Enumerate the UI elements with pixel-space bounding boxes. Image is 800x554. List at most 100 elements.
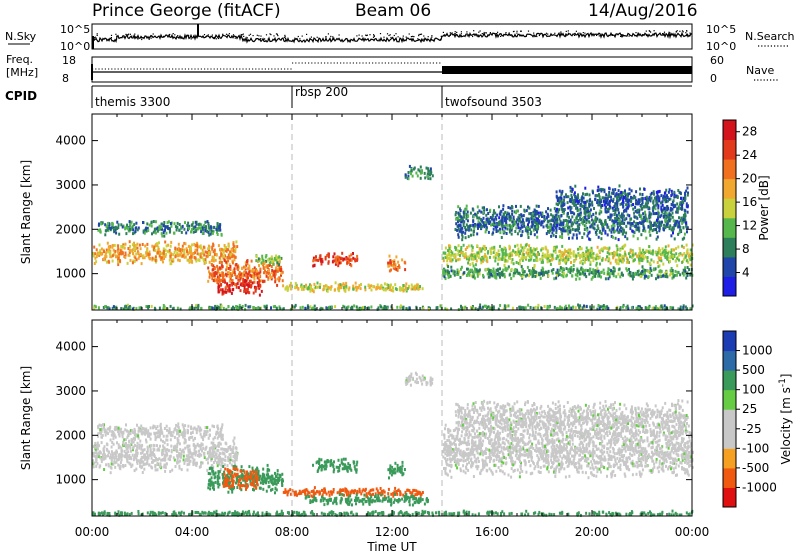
range-cell: [513, 220, 516, 224]
nsearch-point: [390, 36, 392, 39]
range-cell: [666, 254, 669, 258]
range-cell: [682, 246, 685, 249]
range-cell: [355, 288, 358, 292]
range-cell: [675, 247, 677, 251]
range-cell: [419, 171, 422, 175]
range-cell: [255, 255, 258, 258]
range-cell: [663, 248, 666, 252]
nsearch-point: [395, 33, 397, 35]
range-cell: [530, 214, 533, 218]
range-cell: [555, 221, 558, 224]
range-cell: [220, 266, 223, 270]
range-cell: [539, 257, 542, 261]
nsearch-point: [234, 37, 236, 39]
range-cell: [180, 225, 182, 229]
beam-label: Beam 06: [355, 1, 431, 21]
range-cell: [669, 254, 672, 258]
range-cell: [495, 221, 498, 225]
range-cell: [453, 273, 456, 277]
range-cell: [561, 251, 564, 254]
range-cell: [149, 257, 152, 261]
range-cell: [565, 267, 568, 271]
range-cell: [561, 189, 564, 193]
range-cell: [554, 248, 557, 251]
range-cell: [526, 248, 529, 252]
range-cell: [511, 258, 514, 262]
range-cell: [312, 264, 315, 268]
range-cell: [675, 210, 678, 214]
range-cell: [203, 253, 206, 257]
range-cell: [322, 288, 325, 292]
range-cell: [681, 244, 684, 248]
range-cell: [655, 277, 657, 281]
range-cell: [244, 279, 247, 282]
range-cell: [570, 224, 573, 228]
range-cell: [642, 254, 644, 258]
range-cell: [457, 258, 460, 262]
range-cell: [594, 274, 597, 278]
range-cell: [600, 237, 603, 241]
range-cell: [229, 250, 232, 254]
range-cell: [492, 247, 495, 251]
nsearch-point: [110, 37, 112, 39]
range-cell: [630, 199, 633, 203]
range-cell: [243, 273, 246, 277]
range-cell: [218, 226, 221, 230]
range-cell: [483, 208, 486, 212]
range-cell: [470, 244, 473, 248]
range-cell: [241, 274, 244, 278]
range-cell: [264, 305, 267, 309]
nsearch-point: [148, 38, 150, 40]
range-cell: [208, 252, 211, 256]
range-cell: [124, 256, 127, 259]
range-cell: [259, 284, 262, 288]
range-cell: [471, 261, 474, 265]
range-cell: [600, 232, 603, 236]
range-cell: [225, 265, 228, 269]
nsearch-point: [276, 33, 278, 35]
range-cell: [125, 305, 128, 309]
range-cell: [229, 272, 232, 276]
range-cell: [598, 274, 601, 278]
range-cell: [222, 276, 224, 280]
nsearch-point: [296, 38, 298, 40]
range-cell: [201, 226, 204, 230]
range-cell: [622, 228, 625, 232]
range-cell: [578, 277, 581, 281]
range-cell: [665, 273, 668, 277]
nsearch-point: [567, 30, 569, 32]
range-cell: [208, 260, 211, 264]
range-cell: [648, 245, 651, 249]
range-cell: [119, 249, 122, 253]
range-cell: [575, 206, 577, 210]
range-cell: [313, 282, 316, 286]
range-cell: [656, 261, 659, 265]
range-cell: [233, 267, 236, 271]
range-cell: [660, 194, 663, 198]
range-cell: [671, 255, 673, 259]
range-cell: [677, 245, 680, 249]
range-cell: [444, 251, 447, 255]
nsearch-point: [371, 38, 373, 41]
range-cell: [489, 250, 492, 254]
range-cell: [553, 305, 556, 309]
range-cell: [413, 166, 416, 170]
range-cell: [546, 223, 549, 227]
range-cell: [535, 204, 538, 208]
range-cell: [356, 258, 358, 262]
range-cell: [578, 213, 580, 217]
range-cell: [484, 254, 487, 258]
range-cell: [544, 253, 547, 257]
range-cell: [195, 222, 198, 226]
range-cell: [555, 215, 558, 219]
range-cell: [489, 208, 492, 212]
range-cell: [522, 222, 525, 225]
range-cell: [116, 227, 119, 230]
range-cell: [654, 207, 657, 211]
nsearch-point: [123, 36, 125, 38]
range-cell: [248, 279, 251, 283]
range-cell: [559, 221, 562, 225]
range-cell: [418, 286, 421, 290]
range-cell: [644, 229, 647, 233]
range-cell: [589, 254, 592, 258]
